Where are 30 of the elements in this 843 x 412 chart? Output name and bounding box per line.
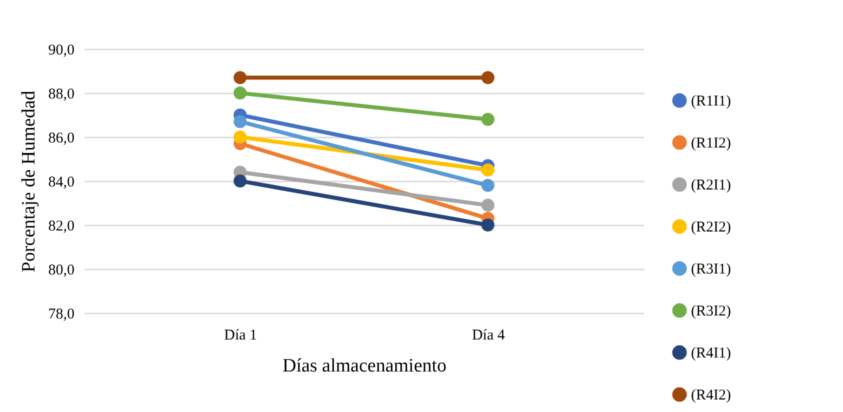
point — [481, 198, 494, 212]
point — [234, 174, 247, 188]
x-axis-title: Días almacenamiento — [282, 356, 447, 376]
legend-label: (R2I1) — [691, 178, 731, 194]
point — [481, 163, 494, 177]
y-tick-label: 82,0 — [48, 218, 74, 234]
point — [481, 71, 494, 84]
legend-label: (R3I2) — [691, 304, 731, 320]
y-tick-label: 84,0 — [48, 174, 74, 190]
x-tick-label: Día 1 — [224, 328, 258, 344]
x-tick-label: Día 4 — [472, 328, 506, 344]
point — [481, 178, 494, 192]
legend-label: (R1I1) — [691, 94, 731, 110]
point — [234, 86, 247, 100]
point — [234, 115, 247, 128]
legend-label: (R2I2) — [691, 220, 731, 236]
y-tick-label: 80,0 — [48, 262, 74, 278]
y-tick-label: 90,0 — [48, 42, 74, 58]
legend-label: (R1I2) — [691, 136, 731, 152]
point — [481, 218, 494, 232]
y-tick-label: 86,0 — [48, 130, 74, 146]
y-axis-title: Porcentaje de Humedad — [18, 90, 40, 272]
point — [234, 71, 247, 84]
y-tick-label: 78,0 — [48, 306, 74, 322]
y-tick-label: 88,0 — [48, 86, 74, 102]
point — [234, 130, 247, 144]
point — [481, 112, 494, 126]
legend-label: (R4I2) — [691, 388, 731, 404]
legend-label: (R4I1) — [691, 346, 731, 362]
legend-label: (R3I1) — [691, 262, 731, 278]
